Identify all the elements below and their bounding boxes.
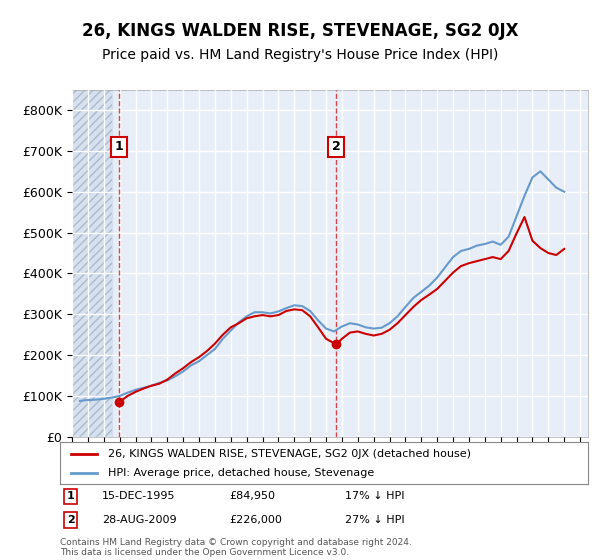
Bar <box>72 90 112 437</box>
Text: £226,000: £226,000 <box>229 515 282 525</box>
Text: HPI: Average price, detached house, Stevenage: HPI: Average price, detached house, Stev… <box>107 468 374 478</box>
Text: 26, KINGS WALDEN RISE, STEVENAGE, SG2 0JX (detached house): 26, KINGS WALDEN RISE, STEVENAGE, SG2 0J… <box>107 449 470 459</box>
Text: 26, KINGS WALDEN RISE, STEVENAGE, SG2 0JX: 26, KINGS WALDEN RISE, STEVENAGE, SG2 0J… <box>82 22 518 40</box>
Text: 17% ↓ HPI: 17% ↓ HPI <box>345 492 404 501</box>
Text: 1: 1 <box>115 141 124 153</box>
Bar <box>72 90 112 437</box>
Text: 15-DEC-1995: 15-DEC-1995 <box>102 492 176 501</box>
Text: £84,950: £84,950 <box>229 492 275 501</box>
Text: 27% ↓ HPI: 27% ↓ HPI <box>345 515 405 525</box>
Text: 2: 2 <box>67 515 74 525</box>
Text: 2: 2 <box>332 141 341 153</box>
Text: 28-AUG-2009: 28-AUG-2009 <box>102 515 177 525</box>
Text: Price paid vs. HM Land Registry's House Price Index (HPI): Price paid vs. HM Land Registry's House … <box>102 48 498 62</box>
Text: 1: 1 <box>67 492 74 501</box>
Text: Contains HM Land Registry data © Crown copyright and database right 2024.
This d: Contains HM Land Registry data © Crown c… <box>60 538 412 557</box>
